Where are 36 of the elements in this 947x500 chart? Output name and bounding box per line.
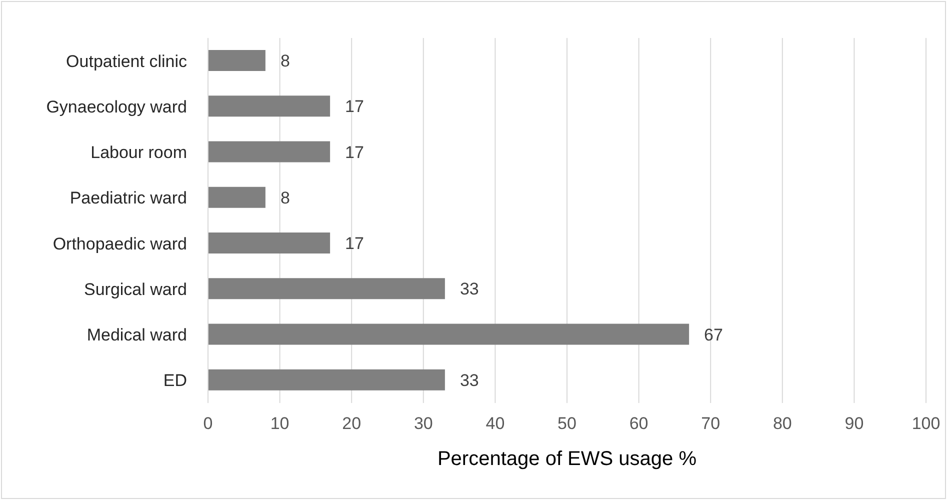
data-label: 8: [280, 188, 290, 208]
data-label: 17: [345, 97, 364, 116]
bar: [208, 50, 266, 71]
x-tick-label: 50: [558, 414, 576, 434]
data-label: 33: [460, 370, 479, 390]
y-tick-label: Labour room: [90, 143, 187, 162]
x-tick-label: 40: [486, 414, 505, 434]
bar: [208, 96, 330, 117]
y-tick-label: Orthopaedic ward: [52, 234, 187, 254]
data-label: 8: [280, 52, 290, 71]
bar: [208, 324, 690, 345]
data-label: 17: [345, 234, 364, 254]
x-tick-label: 10: [270, 414, 290, 434]
x-tick-label: 60: [629, 414, 648, 434]
y-tick-label: Medical ward: [86, 326, 187, 345]
y-tick-label: ED: [163, 371, 187, 390]
y-tick-label: Paediatric ward: [70, 188, 187, 208]
x-axis-title: Percentage of EWS usage %: [437, 448, 697, 470]
bar: [208, 232, 330, 254]
data-label: 17: [345, 142, 364, 162]
data-label: 33: [460, 280, 479, 299]
x-tick-label: 20: [342, 414, 362, 434]
x-tick-label: 80: [772, 414, 792, 434]
x-tick-label: 90: [844, 414, 864, 434]
x-tick-label: 100: [912, 414, 940, 434]
y-tick-label: Outpatient clinic: [66, 52, 188, 71]
data-label: 67: [704, 325, 723, 344]
x-tick-label: 0: [203, 414, 213, 434]
bar: [208, 278, 445, 300]
x-tick-label: 30: [414, 414, 433, 434]
bar: [208, 369, 445, 390]
y-tick-label: Gynaecology ward: [46, 97, 187, 116]
bar: [208, 186, 266, 208]
bar: [208, 141, 330, 162]
x-tick-label: 70: [701, 414, 720, 434]
y-tick-label: Surgical ward: [84, 280, 187, 299]
